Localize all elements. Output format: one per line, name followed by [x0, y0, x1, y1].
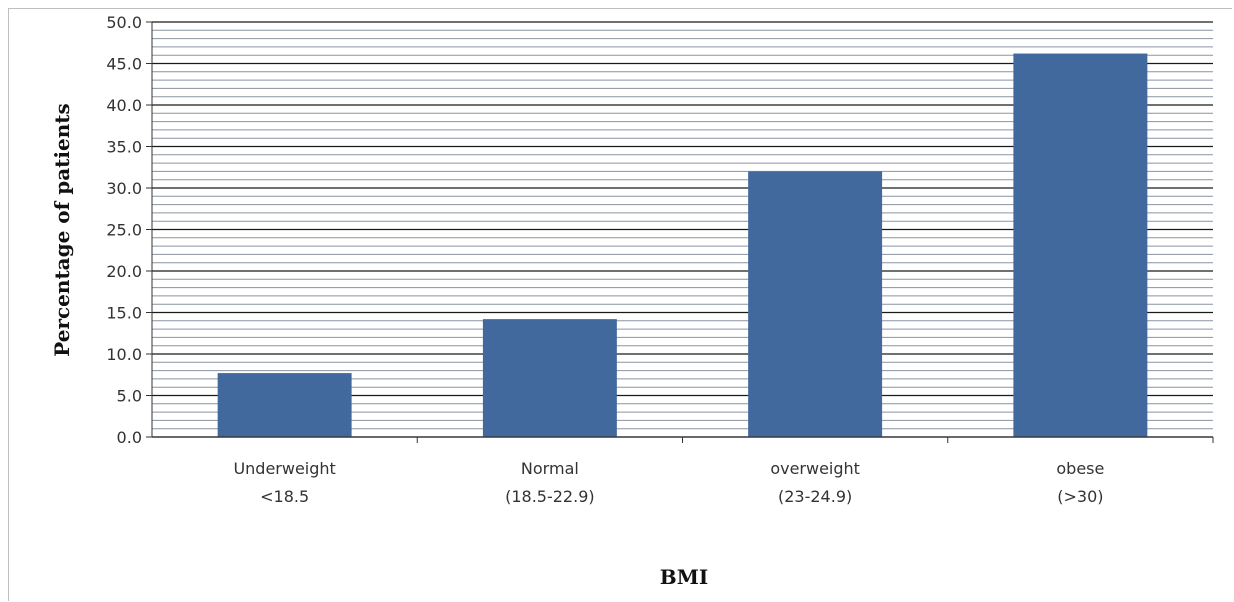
y-tick-label: 30.0 [106, 179, 142, 198]
y-tick-label: 20.0 [106, 262, 142, 281]
y-tick-label: 5.0 [117, 387, 142, 406]
y-tick-label: 15.0 [106, 304, 142, 323]
y-tick-label: 40.0 [106, 96, 142, 115]
x-category-label: <18.5 [260, 487, 309, 506]
bar [482, 319, 617, 437]
x-category-labels: Underweight <18.5 Normal (18.5-22.9) overwei… [233, 437, 1214, 506]
y-tick-label: 25.0 [106, 221, 142, 240]
x-axis-title: BMI [660, 565, 708, 589]
y-tick-label: 50.0 [106, 13, 142, 32]
x-category-label: (>30) [1057, 487, 1103, 506]
y-tick-label: 45.0 [106, 55, 142, 74]
y-axis-title: Percentage of patients [50, 103, 74, 357]
bar [748, 171, 883, 437]
x-category-label: obese [1056, 459, 1104, 478]
x-category-label: (23-24.9) [778, 487, 852, 506]
bar [217, 373, 352, 437]
x-category-label: Normal [521, 459, 579, 478]
chart-frame [8, 8, 1232, 601]
y-tick-label: 0.0 [117, 428, 142, 447]
y-tick-label: 10.0 [106, 345, 142, 364]
x-category-label: Underweight [233, 459, 335, 478]
y-tick-label: 35.0 [106, 138, 142, 157]
bar [1013, 53, 1148, 437]
bars [217, 53, 1148, 437]
x-category-label: (18.5-22.9) [505, 487, 595, 506]
x-category-label: overweight [770, 459, 860, 478]
y-tick-labels: 0.0 5.0 10.0 15.0 20.0 25.0 30.0 35.0 40.0 45.0 50… [106, 13, 152, 447]
